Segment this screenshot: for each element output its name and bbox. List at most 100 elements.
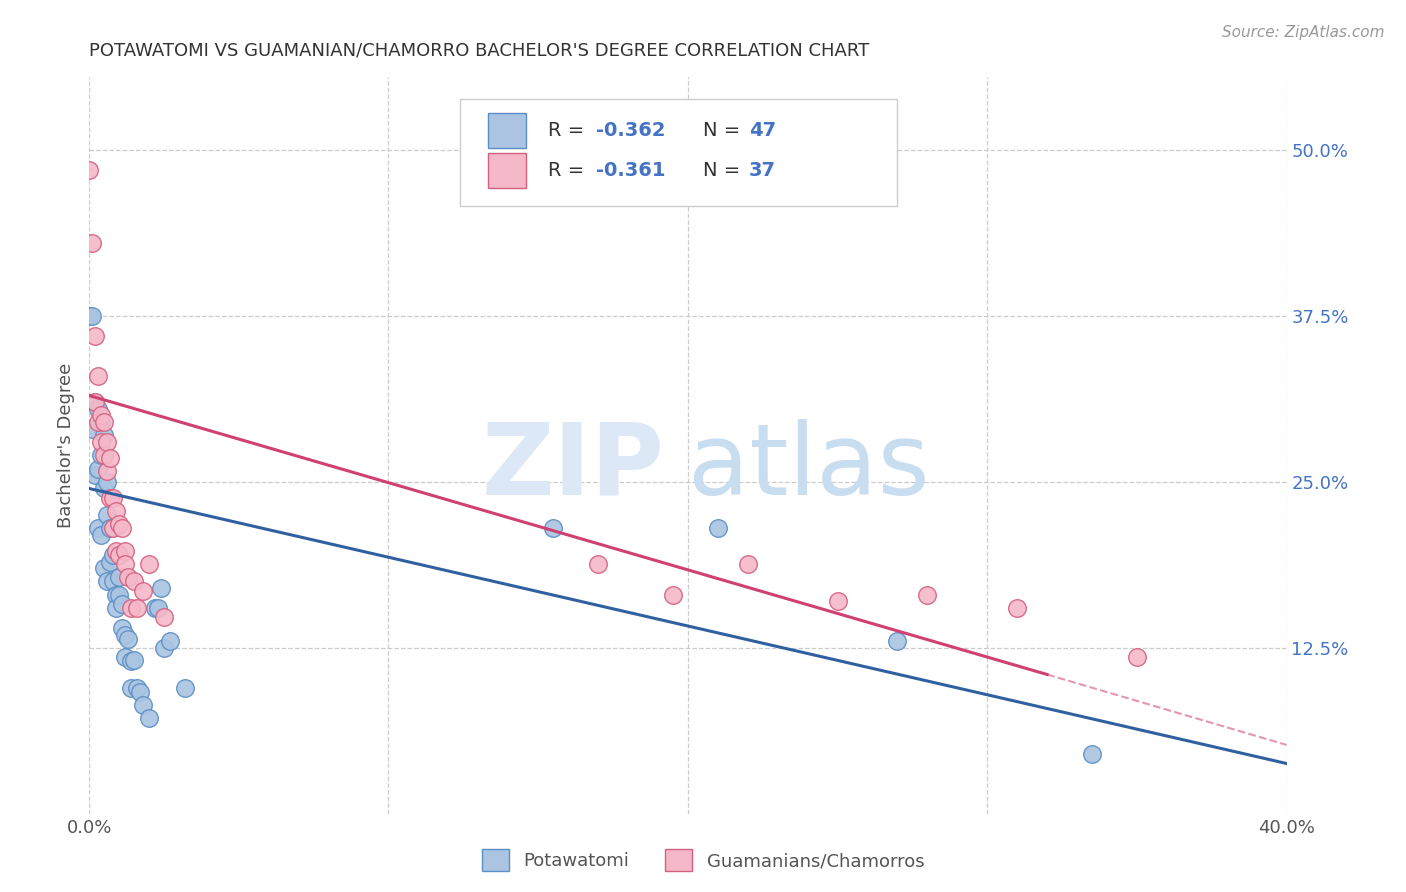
Point	[125, 601, 148, 615]
Y-axis label: Bachelor's Degree: Bachelor's Degree	[58, 363, 75, 528]
Point	[93, 561, 115, 575]
Text: N =: N =	[703, 121, 747, 140]
Point	[101, 574, 124, 589]
Point	[105, 544, 128, 558]
Point	[707, 521, 730, 535]
Text: ZIP: ZIP	[481, 419, 664, 516]
Point	[93, 415, 115, 429]
Point	[96, 508, 118, 522]
Point	[117, 570, 139, 584]
FancyBboxPatch shape	[460, 99, 897, 206]
Point	[122, 653, 145, 667]
Point	[84, 395, 107, 409]
Point	[149, 581, 172, 595]
Point	[87, 415, 110, 429]
Point	[101, 521, 124, 535]
Point	[132, 698, 155, 712]
Point	[108, 570, 131, 584]
Point	[737, 558, 759, 572]
Point	[87, 521, 110, 535]
Point	[114, 544, 136, 558]
Point	[96, 434, 118, 449]
Point	[125, 681, 148, 695]
Point	[84, 395, 107, 409]
Point	[153, 640, 176, 655]
Point	[80, 422, 103, 436]
Point	[120, 654, 142, 668]
Point	[93, 448, 115, 462]
Point	[120, 681, 142, 695]
Point	[111, 597, 134, 611]
Point	[87, 368, 110, 383]
Point	[138, 558, 160, 572]
Point	[90, 434, 112, 449]
Bar	[488, 153, 526, 188]
Point	[146, 601, 169, 615]
Point	[80, 235, 103, 250]
Point	[662, 588, 685, 602]
Point	[96, 475, 118, 489]
Legend: Potawatomi, Guamanians/Chamorros: Potawatomi, Guamanians/Chamorros	[474, 842, 932, 879]
Point	[917, 588, 939, 602]
Point	[117, 632, 139, 646]
Point	[111, 521, 134, 535]
Text: R =: R =	[548, 161, 591, 180]
Text: -0.362: -0.362	[596, 121, 665, 140]
Point	[77, 309, 100, 323]
Point	[1081, 747, 1104, 762]
Point	[96, 464, 118, 478]
Point	[114, 650, 136, 665]
Point	[87, 401, 110, 416]
Point	[1126, 650, 1149, 665]
Point	[153, 610, 176, 624]
Point	[98, 555, 121, 569]
Point	[90, 415, 112, 429]
Point	[105, 601, 128, 615]
Text: POTAWATOMI VS GUAMANIAN/CHAMORRO BACHELOR'S DEGREE CORRELATION CHART: POTAWATOMI VS GUAMANIAN/CHAMORRO BACHELO…	[89, 42, 869, 60]
Point	[98, 521, 121, 535]
Point	[114, 558, 136, 572]
Text: -0.361: -0.361	[596, 161, 665, 180]
Point	[90, 528, 112, 542]
Point	[159, 634, 181, 648]
Point	[87, 461, 110, 475]
Point	[132, 583, 155, 598]
Point	[173, 681, 195, 695]
Point	[114, 627, 136, 641]
Text: atlas: atlas	[688, 419, 929, 516]
Point	[111, 621, 134, 635]
Point	[93, 482, 115, 496]
Point	[138, 711, 160, 725]
Point	[1005, 601, 1028, 615]
Point	[93, 428, 115, 442]
Point	[84, 468, 107, 483]
Point	[108, 548, 131, 562]
Point	[101, 491, 124, 505]
Point	[886, 634, 908, 648]
Point	[90, 448, 112, 462]
Point	[101, 548, 124, 562]
Point	[122, 574, 145, 589]
Point	[98, 491, 121, 505]
Point	[120, 601, 142, 615]
Text: N =: N =	[703, 161, 747, 180]
Text: 37: 37	[749, 161, 776, 180]
Point	[129, 685, 152, 699]
Point	[77, 162, 100, 177]
Point	[84, 328, 107, 343]
Point	[143, 601, 166, 615]
Bar	[488, 112, 526, 148]
Point	[105, 504, 128, 518]
Point	[108, 588, 131, 602]
Point	[96, 574, 118, 589]
Text: Source: ZipAtlas.com: Source: ZipAtlas.com	[1222, 25, 1385, 40]
Point	[108, 517, 131, 532]
Point	[105, 588, 128, 602]
Point	[586, 558, 609, 572]
Point	[90, 409, 112, 423]
Text: 47: 47	[749, 121, 776, 140]
Point	[541, 521, 564, 535]
Text: R =: R =	[548, 121, 591, 140]
Point	[80, 309, 103, 323]
Point	[827, 594, 849, 608]
